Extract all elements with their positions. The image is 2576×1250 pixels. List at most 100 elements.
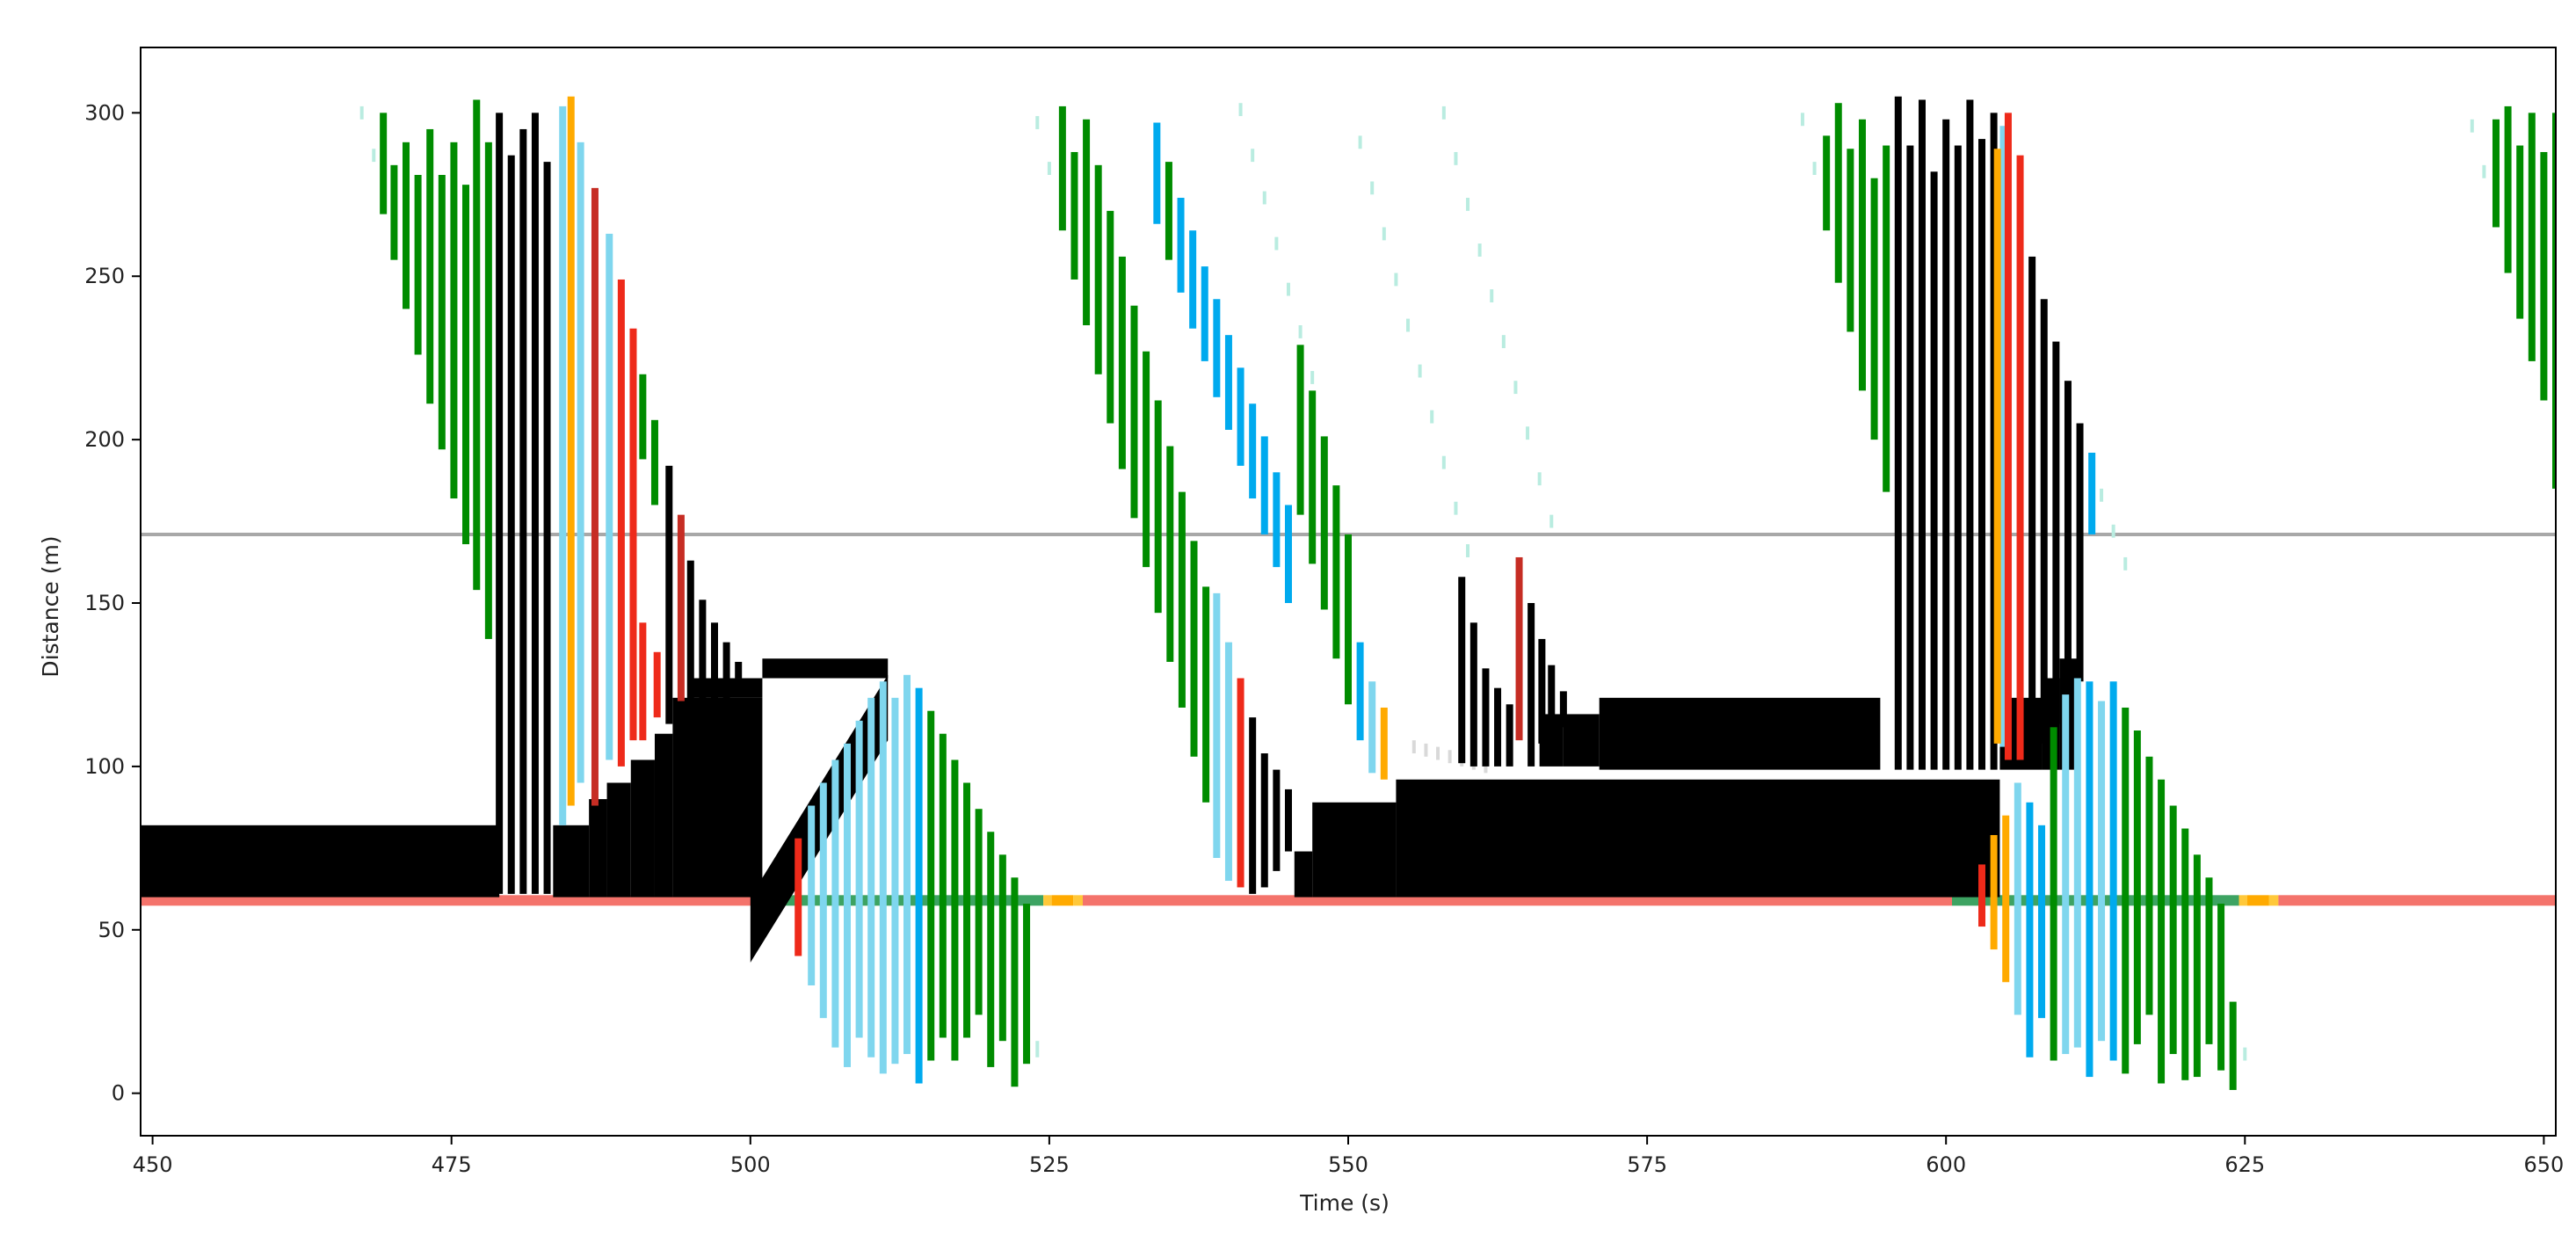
bar-77 bbox=[1224, 335, 1232, 430]
bar-46 bbox=[927, 710, 935, 1061]
bar-116 bbox=[1454, 151, 1458, 165]
bar-49 bbox=[963, 782, 971, 1038]
bar-39 bbox=[843, 743, 851, 1067]
bar-88 bbox=[1213, 592, 1221, 858]
bar-6 bbox=[426, 128, 434, 404]
bar-95 bbox=[1356, 642, 1364, 741]
bar-82 bbox=[1284, 505, 1292, 604]
bar-92 bbox=[1260, 753, 1268, 888]
black-block-4 bbox=[630, 759, 655, 898]
bar-70 bbox=[1202, 586, 1210, 803]
bar-83 bbox=[1296, 345, 1304, 515]
black-block-1 bbox=[553, 825, 590, 898]
bar-38 bbox=[831, 759, 839, 1048]
black-block-3 bbox=[606, 782, 631, 898]
bar-172 bbox=[1978, 864, 1986, 927]
bar-137 bbox=[1515, 556, 1523, 741]
bar-123 bbox=[1537, 472, 1542, 486]
y-tick-label-50: 50 bbox=[98, 918, 125, 942]
bar-121 bbox=[1513, 381, 1518, 395]
axes: 450 475 500 525 550 575 600 625 650 0 50 100 150 200 2… bbox=[84, 47, 2564, 1177]
bar-125 bbox=[1411, 740, 1416, 754]
bar-16 bbox=[543, 162, 551, 894]
bar-94 bbox=[1284, 789, 1292, 852]
band-segment-3 bbox=[1051, 895, 1074, 906]
x-tick-label-625: 625 bbox=[2224, 1152, 2265, 1177]
band-segment-5 bbox=[1082, 895, 1952, 906]
bar-170 bbox=[2111, 524, 2115, 538]
bar-4 bbox=[403, 142, 410, 309]
bar-166 bbox=[2064, 381, 2072, 701]
bar-97 bbox=[1380, 707, 1388, 780]
bar-154 bbox=[1942, 119, 1950, 770]
bar-162 bbox=[2016, 155, 2024, 760]
bar-72 bbox=[1165, 162, 1172, 260]
bar-42 bbox=[879, 681, 887, 1074]
bar-177 bbox=[2038, 825, 2046, 1019]
bar-124 bbox=[1549, 514, 1554, 528]
bar-3 bbox=[390, 164, 398, 260]
bar-175 bbox=[2014, 782, 2021, 1015]
bar-33 bbox=[722, 642, 730, 701]
bar-193 bbox=[2229, 1001, 2237, 1090]
bar-168 bbox=[2088, 452, 2096, 534]
bar-45 bbox=[915, 687, 923, 1084]
bar-181 bbox=[2086, 681, 2093, 1078]
bar-64 bbox=[1130, 305, 1138, 519]
bar-75 bbox=[1201, 266, 1208, 361]
bar-155 bbox=[1954, 145, 1962, 770]
bar-185 bbox=[2133, 730, 2141, 1044]
bar-134 bbox=[1482, 668, 1490, 767]
bar-20 bbox=[591, 187, 599, 806]
bar-156 bbox=[1966, 99, 1974, 770]
bar-184 bbox=[2122, 707, 2130, 1074]
bar-192 bbox=[2217, 904, 2225, 1071]
bar-182 bbox=[2098, 701, 2106, 1042]
bar-104 bbox=[1310, 371, 1315, 384]
y-tick-label-150: 150 bbox=[84, 591, 125, 615]
plot-content bbox=[141, 96, 2556, 1090]
bar-169 bbox=[2100, 488, 2104, 502]
black-block-0 bbox=[141, 825, 500, 898]
bar-179 bbox=[2062, 694, 2070, 1055]
bar-105 bbox=[1358, 135, 1362, 149]
bar-69 bbox=[1190, 541, 1198, 757]
bar-29 bbox=[677, 514, 685, 701]
bar-44 bbox=[903, 674, 911, 1055]
band-segment-2 bbox=[1043, 895, 1052, 906]
bar-150 bbox=[1894, 96, 1902, 770]
bar-112 bbox=[1441, 455, 1446, 469]
bar-35 bbox=[795, 838, 802, 956]
bar-111 bbox=[1430, 410, 1434, 424]
black-block-2 bbox=[589, 799, 607, 898]
bar-96 bbox=[1368, 681, 1376, 774]
bar-135 bbox=[1494, 687, 1502, 767]
bar-151 bbox=[1906, 145, 1914, 770]
bar-108 bbox=[1394, 273, 1398, 287]
bar-117 bbox=[1466, 198, 1470, 211]
bar-198 bbox=[2504, 105, 2512, 273]
bar-196 bbox=[2482, 164, 2486, 178]
bar-79 bbox=[1249, 403, 1257, 499]
bar-174 bbox=[2002, 815, 2010, 983]
x-axis-label: Time (s) bbox=[1299, 1190, 1390, 1216]
bar-78 bbox=[1237, 367, 1244, 466]
y-tick-label-100: 100 bbox=[84, 754, 125, 779]
bar-128 bbox=[1448, 750, 1452, 764]
band-segment-4 bbox=[1073, 895, 1083, 906]
bar-34 bbox=[735, 661, 743, 679]
bar-180 bbox=[2073, 678, 2081, 1048]
y-tick-label-300: 300 bbox=[84, 100, 125, 125]
bar-11 bbox=[484, 142, 492, 639]
x-tick-label-475: 475 bbox=[432, 1152, 472, 1177]
bar-91 bbox=[1249, 717, 1257, 894]
bar-56 bbox=[1035, 116, 1040, 129]
bar-14 bbox=[519, 128, 527, 894]
band-segment-7 bbox=[2239, 895, 2248, 906]
bar-52 bbox=[998, 854, 1006, 1042]
bar-25 bbox=[639, 622, 647, 741]
bar-26 bbox=[650, 419, 658, 505]
bar-47 bbox=[939, 733, 947, 1038]
bar-165 bbox=[2052, 341, 2060, 724]
